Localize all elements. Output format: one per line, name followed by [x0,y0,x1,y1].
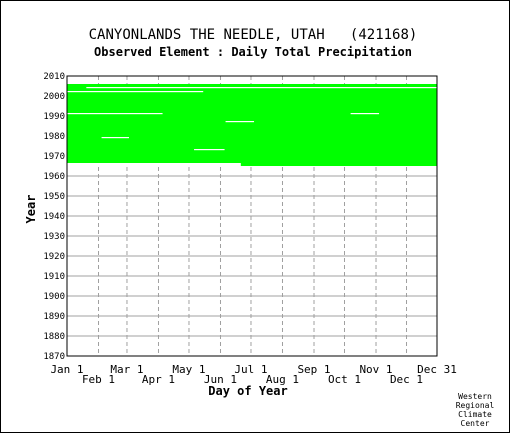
y-tick-label: 1990 [43,112,65,122]
x-tick-label-lower: Apr 1 [142,373,175,386]
plot-border [66,75,438,357]
chart-title: CANYONLANDS THE NEEDLE, UTAH (421168) [89,27,418,43]
y-tick-label: 1950 [43,192,65,202]
credit-line-2: Regional [456,401,495,410]
missing-gap [67,113,163,115]
y-tick-label: 1890 [43,312,65,322]
x-tick-label-lower: Jun 1 [204,373,237,386]
x-tick-label-upper: Jan 1 [50,363,83,376]
missing-gap [101,137,130,139]
chart-subtitle: Observed Element : Daily Total Precipita… [94,45,412,59]
credit-line-3: Climate [458,410,492,419]
credit-line-1: Western [458,392,492,401]
y-tick-label: 2010 [43,72,65,82]
y-tick-label: 1960 [43,172,65,182]
x-tick-label-lower: Aug 1 [266,373,299,386]
x-tick-label-lower: Feb 1 [82,373,115,386]
y-tick-label: 1980 [43,132,65,142]
y-tick-label: 1940 [43,212,65,222]
x-tick-label-upper: Jul 1 [234,363,267,376]
x-tick-label-lower: Oct 1 [328,373,361,386]
y-tick-label: 1900 [43,292,65,302]
y-tick-label: 1970 [43,152,65,162]
x-tick-label-upper: May 1 [172,363,205,376]
data-layer [67,84,438,166]
x-tick-label-upper: Mar 1 [110,363,143,376]
y-tick-label: 1920 [43,252,65,262]
x-tick-label-upper: Dec 31 [417,363,457,376]
x-tick-labels: Jan 1 Mar 1 May 1 Jul 1 Sep 1 Nov 1 Dec 31 Feb … [50,363,456,386]
missing-gap [67,91,204,93]
y-tick-label: 2000 [43,92,65,102]
y-tick-label: 1910 [43,272,65,282]
y-tick-label: 1930 [43,232,65,242]
missing-gap [67,163,241,165]
credit-block: Western Regional Climate Center [456,392,495,428]
x-axis-label: Day of Year [208,384,287,398]
observed-coverage [67,84,437,164]
y-axis-label: Year [24,195,38,224]
missing-gap [225,121,255,123]
y-tick-labels: 1870 1880 1890 1900 1910 1920 1930 1940 1950 1960… [43,72,65,362]
y-tick-label: 1880 [43,332,65,342]
missing-gap [350,113,380,115]
credit-line-4: Center [461,419,490,428]
x-tick-label-lower: Dec 1 [390,373,423,386]
observed-coverage [240,164,437,166]
y-tick-label: 1870 [43,352,65,362]
x-tick-label-upper: Sep 1 [297,363,330,376]
x-tick-label-upper: Nov 1 [359,363,392,376]
missing-gap [86,87,438,89]
missing-gap [194,149,225,151]
